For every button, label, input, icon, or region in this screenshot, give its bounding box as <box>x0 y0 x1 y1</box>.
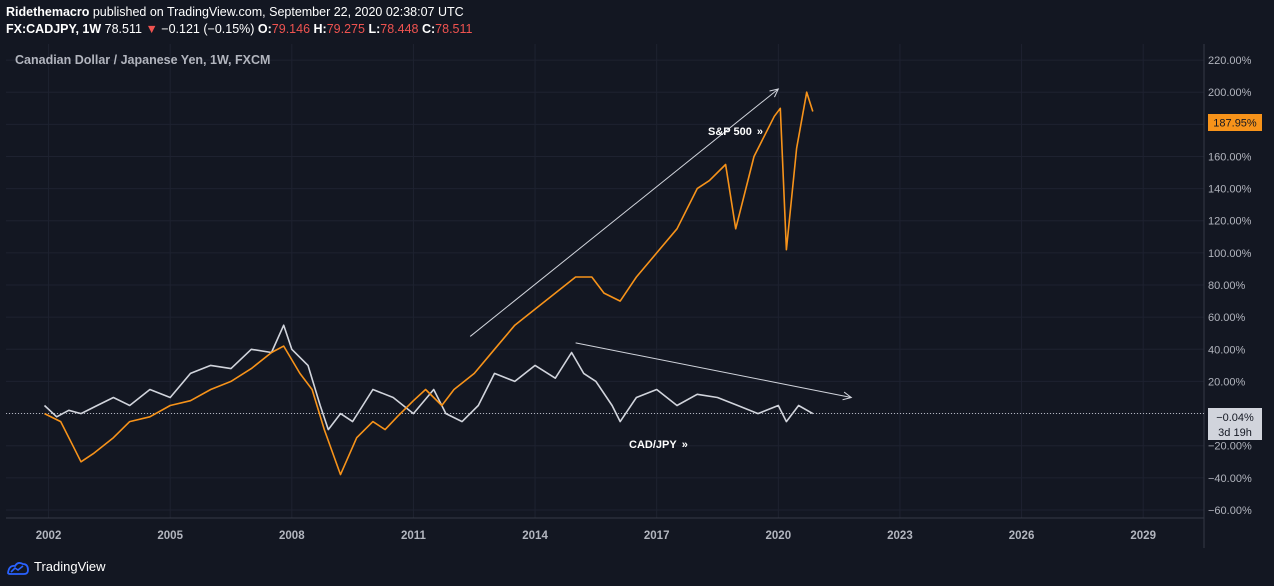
spx-last-value: 187.95% <box>1213 118 1257 130</box>
price-tick-label-1: 200.00% <box>1208 87 1252 99</box>
time-tick-label-0: 2002 <box>36 530 62 542</box>
price-tick-label-10: 20.00% <box>1208 376 1246 388</box>
time-tick-label-6: 2020 <box>766 530 792 542</box>
time-tick-label-8: 2026 <box>1009 530 1035 542</box>
high-value: 79.275 <box>326 22 365 36</box>
price-tick-label-12: −20.00% <box>1208 441 1252 453</box>
bar-countdown: 3d 19h <box>1218 427 1252 439</box>
price-change: −0.121 (−0.15%) <box>161 22 255 36</box>
time-tick-label-2: 2008 <box>279 530 305 542</box>
published-text: published on TradingView.com, September … <box>89 5 464 19</box>
change-arrow-icon: ▼ <box>145 22 158 36</box>
cadjpy-annotation-label[interactable]: CAD/JPY» <box>629 439 688 451</box>
tradingview-logo-icon[interactable] <box>6 559 30 577</box>
chart-title: Canadian Dollar / Japanese Yen, 1W, FXCM <box>15 53 270 67</box>
low-label: L: <box>368 22 381 36</box>
chart-area[interactable]: 220.00%200.00%180.00%160.00%140.00%120.0… <box>6 44 1268 548</box>
cadjpy-price-badge: −0.04% 3d 19h <box>1208 408 1262 440</box>
time-tick-label-5: 2017 <box>644 530 670 542</box>
trend-arrow-1[interactable] <box>575 342 853 401</box>
price-tick-label-13: −40.00% <box>1208 473 1252 485</box>
cadjpy-line <box>43 324 814 431</box>
quote-line: FX:CADJPY, 1W 78.511 ▼ −0.121 (−0.15%) O… <box>6 22 472 36</box>
time-tick-label-3: 2011 <box>401 530 427 542</box>
price-tick-label-8: 60.00% <box>1208 312 1246 324</box>
open-value: 79.146 <box>271 22 311 36</box>
last-price: 78.511 <box>104 22 142 36</box>
time-tick-label-4: 2014 <box>522 530 548 542</box>
time-tick-label-7: 2023 <box>887 530 913 542</box>
time-tick-label-9: 2029 <box>1130 530 1156 542</box>
trend-arrow-0[interactable] <box>469 88 780 337</box>
publish-line: Ridethemacro published on TradingView.co… <box>6 5 464 19</box>
price-axis[interactable]: 220.00%200.00%180.00%160.00%140.00%120.0… <box>1208 55 1252 517</box>
trend-arrows[interactable] <box>469 88 853 401</box>
close-label: C: <box>421 22 436 36</box>
tradingview-brand[interactable]: TradingView <box>34 559 106 574</box>
price-tick-label-5: 120.00% <box>1208 216 1252 228</box>
grid <box>6 44 1204 518</box>
price-tick-label-6: 100.00% <box>1208 248 1252 260</box>
close-value: 78.511 <box>435 22 473 36</box>
footer: TradingView <box>6 556 306 580</box>
low-value: 78.448 <box>380 22 419 36</box>
price-tick-label-14: −60.00% <box>1208 505 1252 517</box>
open-label: O: <box>257 22 272 36</box>
spx-annotation-label[interactable]: S&P 500» <box>708 126 763 138</box>
price-tick-label-0: 220.00% <box>1208 55 1252 67</box>
header-bar: Ridethemacro published on TradingView.co… <box>0 0 1274 44</box>
symbol: FX:CADJPY, 1W <box>6 22 102 36</box>
author-name[interactable]: Ridethemacro <box>6 5 90 19</box>
spx-line <box>44 91 814 476</box>
price-tick-label-3: 160.00% <box>1208 151 1252 163</box>
spx-price-badge: 187.95% <box>1208 114 1262 131</box>
price-tick-label-9: 40.00% <box>1208 344 1246 356</box>
cadjpy-last-value: −0.04% <box>1216 412 1254 424</box>
series-lines <box>43 91 814 476</box>
price-tick-label-4: 140.00% <box>1208 184 1252 196</box>
time-tick-label-1: 2005 <box>157 530 183 542</box>
chart-svg[interactable]: 220.00%200.00%180.00%160.00%140.00%120.0… <box>6 44 1268 548</box>
high-label: H: <box>313 22 327 36</box>
time-axis[interactable]: 2002 2005 2008 2011 2014 2017 2020 2023 2026 2029 <box>36 530 1156 542</box>
price-tick-label-7: 80.00% <box>1208 280 1246 292</box>
